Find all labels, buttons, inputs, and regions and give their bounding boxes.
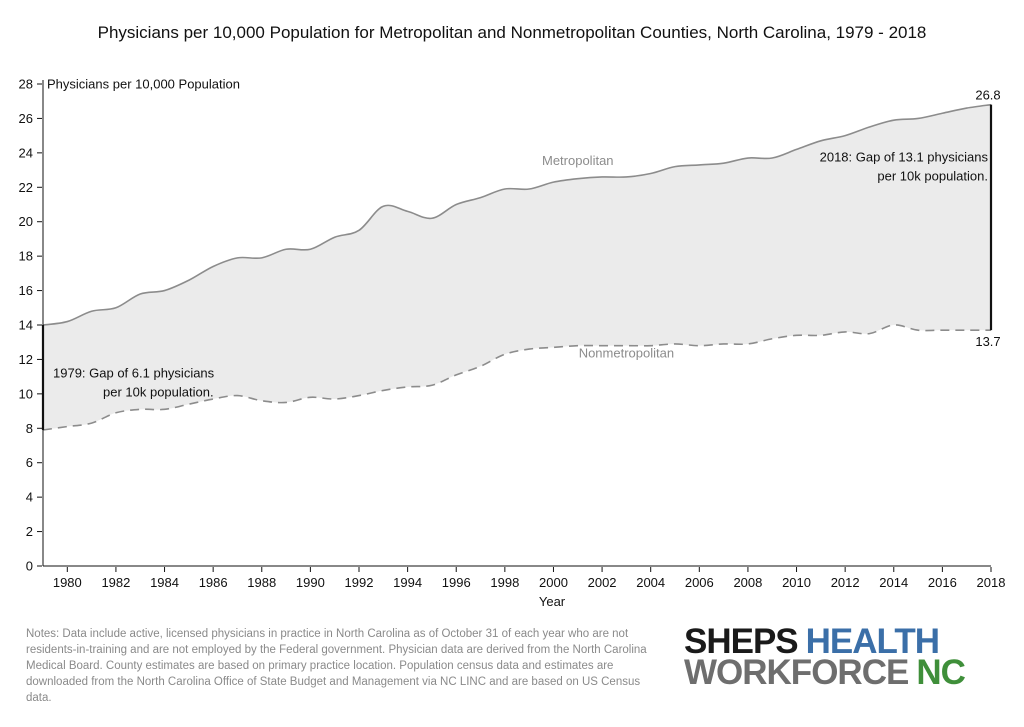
x-tick-label: 2016 <box>928 575 957 590</box>
x-tick-label: 2000 <box>539 575 568 590</box>
series-label-metropolitan: Metropolitan <box>542 153 614 168</box>
x-tick-label: 1992 <box>345 575 374 590</box>
y-tick-label: 16 <box>19 283 33 298</box>
end-label-26-8: 26.8 <box>975 88 1000 103</box>
logo-row-bottom: WORKFORCE NC <box>684 655 1004 690</box>
y-tick-label: 26 <box>19 111 33 126</box>
gap-annotation-1979-line-1: 1979: Gap of 6.1 physicians <box>53 366 215 381</box>
y-tick-label: 20 <box>19 214 33 229</box>
x-tick-label: 2008 <box>733 575 762 590</box>
x-tick-label: 1998 <box>490 575 519 590</box>
nonmetropolitan-line <box>42 324 991 431</box>
gap-annotation-1979-line-2: per 10k population. <box>103 385 214 400</box>
x-tick-label: 1994 <box>393 575 422 590</box>
logo-row-top: SHEPS HEALTH <box>684 624 1004 659</box>
y-tick-label: 0 <box>26 559 33 574</box>
metropolitan-line <box>42 103 992 326</box>
x-tick-label: 1986 <box>199 575 228 590</box>
x-tick-label: 2002 <box>588 575 617 590</box>
x-tick-label: 1984 <box>150 575 179 590</box>
chart-title: Physicians per 10,000 Population for Met… <box>98 23 927 42</box>
y-tick-label: 18 <box>19 249 33 264</box>
y-tick-label: 12 <box>19 352 33 367</box>
x-tick-label: 2018 <box>977 575 1006 590</box>
x-tick-label: 2006 <box>685 575 714 590</box>
logo-word-workforce: WORKFORCE <box>684 653 909 692</box>
gap-annotation-2018-line-1: 2018: Gap of 13.1 physicians <box>820 149 989 164</box>
y-tick-label: 28 <box>19 77 33 92</box>
x-tick-label: 2010 <box>782 575 811 590</box>
x-tick-label: 2004 <box>636 575 665 590</box>
sheps-health-workforce-nc-logo: SHEPS HEALTH WORKFORCE NC <box>684 624 1004 690</box>
y-tick-label: 10 <box>19 386 33 401</box>
x-tick-label: 1990 <box>296 575 325 590</box>
y-tick-label: 14 <box>19 318 33 333</box>
y-tick-label: 2 <box>26 524 33 539</box>
logo-word-sheps: SHEPS <box>684 622 799 661</box>
y-tick-label: 6 <box>26 455 33 470</box>
gap-annotation-2018-line-2: per 10k population. <box>877 168 988 183</box>
y-tick-label: 24 <box>19 145 33 160</box>
x-tick-label: 1996 <box>442 575 471 590</box>
logo-word-nc: NC <box>916 653 966 692</box>
end-label-13-7: 13.7 <box>975 334 1000 349</box>
series-label-nonmetropolitan: Nonmetropolitan <box>579 346 674 361</box>
x-tick-label: 1980 <box>53 575 82 590</box>
y-axis-title: Physicians per 10,000 Population <box>47 77 240 92</box>
y-tick-label: 8 <box>26 421 33 436</box>
x-tick-label: 1988 <box>247 575 276 590</box>
chart: Physicians per 10,000 Population for Met… <box>19 23 1006 610</box>
y-tick-label: 4 <box>26 490 33 505</box>
y-tick-label: 22 <box>19 180 33 195</box>
gap-area <box>43 104 991 431</box>
x-tick-label: 1982 <box>101 575 130 590</box>
x-tick-label: 2012 <box>831 575 860 590</box>
x-tick-label: 2014 <box>879 575 908 590</box>
notes-text: Notes: Data include active, licensed phy… <box>26 628 647 704</box>
x-axis-title: Year <box>539 594 566 609</box>
logo-word-health: HEALTH <box>805 622 940 661</box>
